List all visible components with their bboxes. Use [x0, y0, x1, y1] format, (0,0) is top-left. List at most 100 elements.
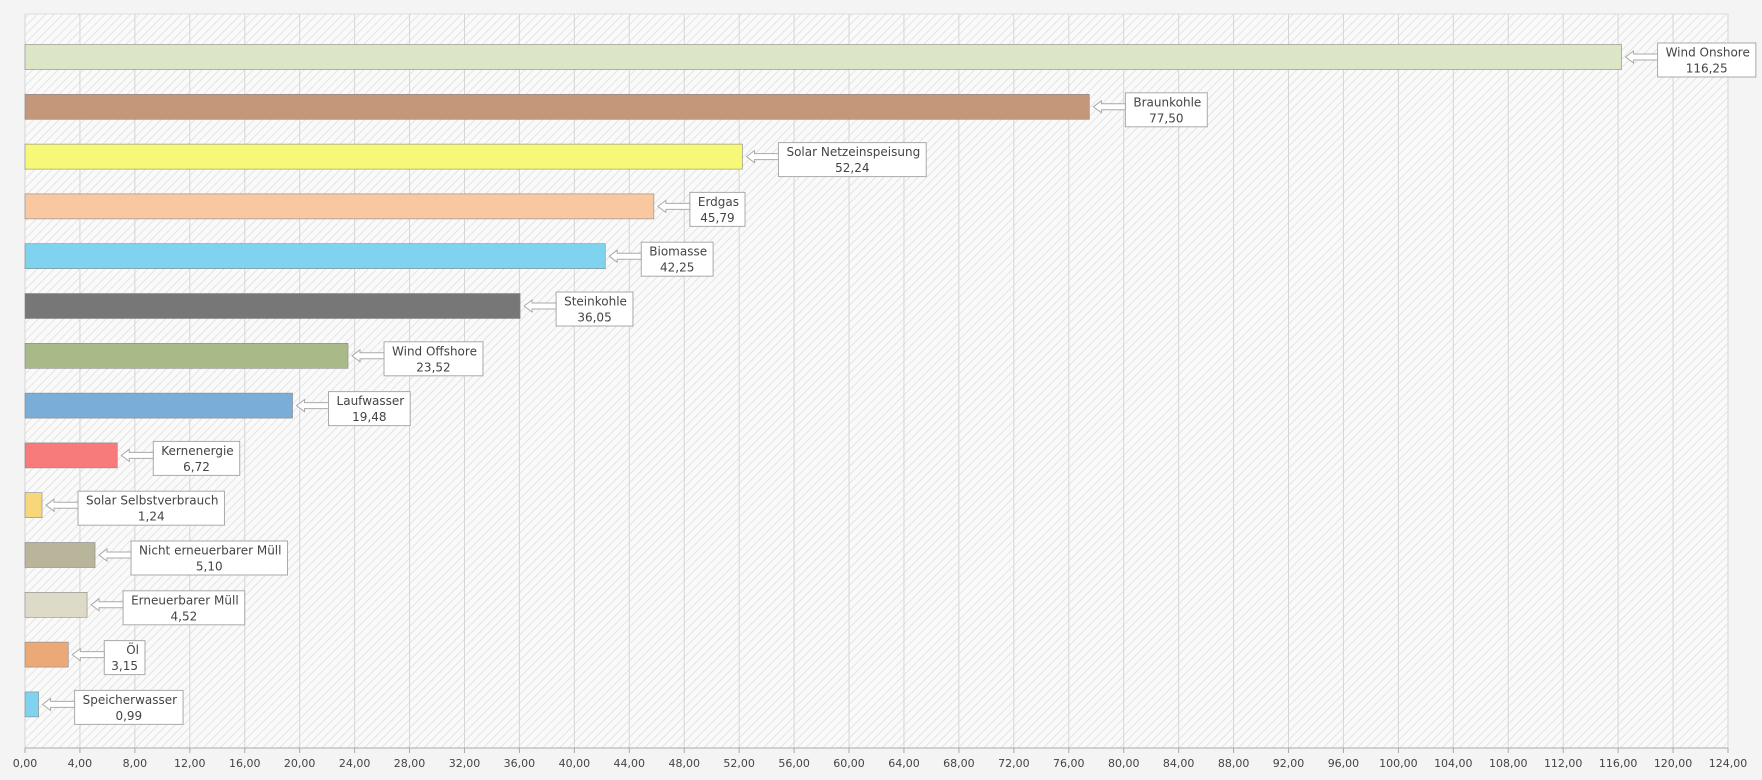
x-tick-label: 108,00: [1489, 757, 1528, 770]
data-label-name: Braunkohle: [1133, 95, 1201, 109]
x-tick-label: 84,00: [1163, 757, 1195, 770]
plot-area: [24, 13, 1729, 749]
callout-box: [130, 540, 288, 576]
x-tick-label: 40,00: [559, 757, 591, 770]
x-tick-label: 120,00: [1654, 757, 1693, 770]
x-tick-label: 68,00: [943, 757, 975, 770]
data-label-name: Erdgas: [698, 195, 739, 209]
data-label-value: 45,79: [700, 211, 734, 225]
callout-arrow: [295, 398, 330, 413]
data-label-value: 4,52: [171, 609, 198, 623]
data-label-value: 0,99: [115, 709, 142, 723]
x-tick-label: 8,00: [123, 757, 148, 770]
bar: [24, 193, 655, 220]
bar: [24, 44, 1622, 70]
bar: [24, 293, 521, 319]
bar: [24, 492, 43, 519]
bar: [24, 94, 1090, 120]
x-tick-label: 92,00: [1273, 757, 1305, 770]
data-label-name: Öl: [126, 641, 139, 657]
data-label-name: Solar Netzeinspeisung: [786, 145, 920, 159]
callout-box: [777, 142, 927, 178]
x-tick-label: 56,00: [778, 757, 810, 770]
x-tick-label: 48,00: [668, 757, 700, 770]
data-label-name: Erneuerbarer Müll: [131, 593, 239, 607]
x-tick-label: 104,00: [1434, 757, 1473, 770]
data-label-name: Kernenergie: [161, 444, 233, 458]
x-tick-label: 80,00: [1108, 757, 1140, 770]
bar: [24, 442, 118, 469]
data-label-value: 23,52: [416, 360, 450, 374]
x-tick-label: 100,00: [1379, 757, 1418, 770]
data-label-name: Steinkohle: [564, 295, 627, 309]
data-label-value: 52,24: [835, 161, 869, 175]
data-label-value: 116,25: [1686, 62, 1728, 76]
data-label-name: Solar Selbstverbrauch: [86, 494, 218, 508]
x-tick-label: 32,00: [449, 757, 481, 770]
x-tick-label: 44,00: [614, 757, 646, 770]
data-label-value: 6,72: [183, 460, 210, 474]
bar: [24, 342, 349, 369]
x-tick-label: 28,00: [394, 757, 426, 770]
callout-box: [640, 241, 714, 277]
x-tick-label: 124,00: [1709, 757, 1748, 770]
callout-arrow: [657, 199, 691, 214]
x-tick-label: 20,00: [284, 757, 316, 770]
callout-box: [77, 490, 225, 526]
x-tick-label: 116,00: [1599, 757, 1638, 770]
x-tick-label: 12,00: [174, 757, 206, 770]
callout-arrow: [41, 697, 76, 712]
data-label-value: 5,10: [196, 560, 223, 574]
x-tick-label: 88,00: [1218, 757, 1250, 770]
callout-box: [328, 391, 411, 427]
x-tick-label: 52,00: [723, 757, 755, 770]
callout-box: [152, 440, 241, 476]
bar: [24, 591, 88, 618]
data-label-value: 1,24: [138, 510, 165, 524]
data-label-value: 77,50: [1149, 111, 1183, 125]
callout-arrow: [351, 348, 385, 363]
data-label-name: Nicht erneuerbarer Müll: [139, 544, 281, 558]
callout-box: [103, 640, 146, 676]
x-tick-label: 72,00: [998, 757, 1030, 770]
callout-arrow: [71, 647, 105, 662]
data-label-name: Laufwasser: [337, 394, 405, 408]
x-tick-label: 96,00: [1328, 757, 1360, 770]
bar: [24, 243, 606, 269]
bar: [24, 641, 69, 668]
x-tick-label: 36,00: [504, 757, 536, 770]
data-label-value: 3,15: [111, 659, 138, 673]
data-label-name: Wind Offshore: [392, 344, 477, 358]
callout-arrow: [1092, 99, 1126, 114]
callout-arrow: [90, 597, 124, 612]
x-tick-label: 24,00: [339, 757, 371, 770]
x-tick-label: 16,00: [229, 757, 261, 770]
data-label-name: Speicherwasser: [83, 693, 178, 707]
x-tick-label: 0,00: [13, 757, 38, 770]
callout-box: [383, 341, 484, 377]
callout-arrow: [745, 149, 779, 164]
callout-arrow: [120, 448, 154, 463]
callout-box: [1657, 42, 1757, 78]
callout-arrow: [98, 548, 132, 562]
x-tick-label: 60,00: [833, 757, 865, 770]
x-tick-label: 64,00: [888, 757, 920, 770]
callout-arrow: [45, 498, 79, 513]
callout-box: [1124, 92, 1208, 128]
data-label-name: Biomasse: [649, 245, 707, 259]
callout-arrow: [523, 299, 557, 313]
callout-box: [555, 291, 634, 327]
callout-arrow: [1624, 50, 1659, 64]
bar: [24, 392, 293, 419]
data-label-name: Wind Onshore: [1666, 46, 1750, 60]
data-label-value: 36,05: [577, 311, 611, 325]
x-tick-label: 112,00: [1544, 757, 1583, 770]
callout-box: [122, 590, 246, 626]
bar: [24, 542, 96, 568]
bar: [24, 691, 39, 718]
x-tick-label: 4,00: [68, 757, 93, 770]
data-label-value: 19,48: [352, 410, 386, 424]
callout-arrow: [608, 249, 642, 264]
bar: [24, 143, 743, 170]
